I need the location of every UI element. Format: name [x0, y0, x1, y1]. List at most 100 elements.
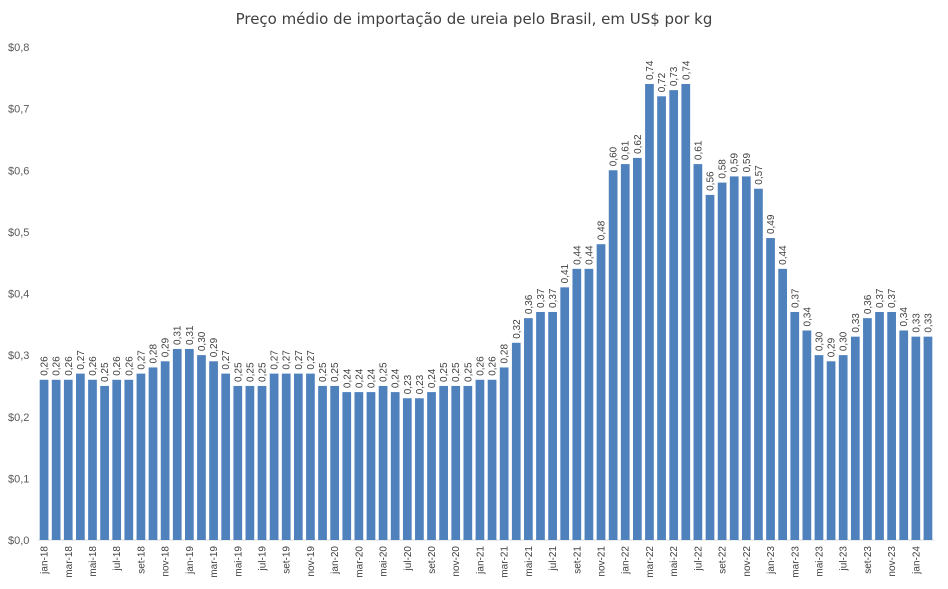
data-label: 0,36: [524, 294, 535, 314]
y-tick-label: $0,4: [8, 289, 29, 301]
x-tick-label: jan-23: [766, 546, 777, 575]
data-label: 0,37: [548, 288, 559, 308]
chart-title: Preço médio de importação de ureia pelo …: [235, 10, 713, 28]
data-label: 0,25: [451, 362, 462, 382]
data-label: 0,26: [112, 356, 123, 376]
data-label: 0,29: [827, 337, 838, 357]
x-tick-label: jul-21: [548, 546, 559, 572]
bar-mai-21: [524, 318, 533, 540]
bar-jan-24: [911, 336, 921, 540]
data-label: 0,61: [693, 140, 704, 160]
data-label: 0,27: [270, 350, 281, 370]
bar-out-23: [875, 311, 884, 540]
data-label: 0,27: [76, 350, 87, 370]
data-label: 0,72: [657, 72, 668, 92]
x-tick-label: set-20: [427, 546, 438, 574]
bar-ago-18: [124, 379, 134, 540]
data-label: 0,26: [64, 356, 75, 376]
bar-fev-19: [197, 355, 206, 541]
data-label: 0,26: [88, 356, 99, 376]
bar-mai-19: [233, 385, 243, 540]
data-label: 0,28: [500, 344, 511, 364]
data-label: 0,58: [718, 159, 729, 179]
bar-ago-23: [850, 336, 860, 540]
x-tick-label: jul-23: [839, 546, 850, 572]
bar-dez-23: [899, 330, 909, 540]
x-tick-label: set-21: [572, 546, 583, 574]
bar-nov-22: [741, 176, 751, 540]
x-tick-label: set-23: [863, 546, 874, 574]
bar-set-18: [136, 373, 146, 540]
bar-abr-18: [76, 373, 85, 540]
x-tick-label: set-19: [282, 546, 293, 574]
bar-nov-20: [451, 385, 461, 540]
data-label: 0,27: [221, 350, 232, 370]
bar-mar-19: [209, 361, 218, 540]
bar-mar-22: [645, 83, 654, 540]
x-tick-label: jul-20: [403, 546, 414, 572]
data-label: 0,31: [173, 325, 184, 345]
bar-jan-21: [475, 379, 485, 540]
x-tick-label: jan-20: [330, 546, 341, 575]
data-label: 0,23: [415, 374, 426, 394]
data-label: 0,30: [814, 331, 825, 351]
data-label: 0,27: [306, 350, 317, 370]
bar-fev-21: [487, 379, 497, 540]
x-tick-label: jan-18: [40, 546, 51, 575]
data-label: 0,57: [754, 165, 765, 185]
bar-jul-21: [548, 311, 557, 540]
bar-jul-22: [693, 164, 703, 540]
bar-mai-18: [88, 379, 97, 540]
bar-set-20: [427, 392, 436, 540]
data-label: 0,34: [899, 307, 910, 327]
data-label: 0,29: [161, 337, 172, 357]
data-label: 0,26: [488, 356, 499, 376]
data-label: 0,25: [318, 362, 329, 382]
data-label: 0,25: [463, 362, 474, 382]
x-tick-label: jul-18: [112, 546, 123, 572]
bar-dez-18: [172, 348, 182, 540]
x-tick-label: jul-22: [693, 546, 704, 572]
data-label: 0,34: [802, 307, 813, 327]
bar-jun-19: [245, 385, 255, 540]
data-label: 0,25: [245, 362, 256, 382]
bar-jun-20: [390, 392, 400, 540]
data-label: 0,33: [923, 313, 934, 333]
data-label: 0,24: [342, 368, 353, 388]
x-tick-label: mai-20: [379, 546, 390, 577]
data-label: 0,33: [911, 313, 922, 333]
bar-dez-20: [463, 385, 473, 540]
data-label: 0,32: [512, 319, 523, 339]
bar-abr-19: [221, 373, 231, 540]
bar-fev-20: [342, 392, 352, 540]
data-label: 0,60: [609, 146, 620, 166]
bar-jul-19: [257, 385, 267, 540]
bar-dez-22: [754, 188, 763, 541]
bar-out-18: [148, 367, 158, 540]
data-label: 0,49: [766, 214, 777, 234]
data-label: 0,56: [706, 171, 717, 191]
bar-out-19: [293, 373, 303, 540]
bar-ago-20: [415, 398, 424, 540]
bar-nov-18: [160, 361, 170, 540]
x-tick-label: nov-21: [597, 546, 608, 577]
bar-dez-19: [318, 385, 327, 540]
y-tick-label: $0,5: [8, 227, 29, 239]
data-label: 0,27: [294, 350, 305, 370]
bar-jun-23: [826, 361, 836, 540]
data-label: 0,25: [233, 362, 244, 382]
data-label: 0,24: [427, 368, 438, 388]
bar-set-19: [281, 373, 291, 540]
bar-abr-23: [802, 330, 812, 540]
bar-fev-23: [778, 268, 788, 540]
data-label: 0,24: [354, 368, 365, 388]
y-tick-label: $0,3: [8, 350, 29, 362]
bar-mai-23: [814, 355, 824, 541]
bar-ago-21: [560, 287, 570, 540]
x-tick-label: mar-22: [645, 546, 656, 578]
data-label: 0,44: [584, 245, 595, 265]
data-label: 0,61: [621, 140, 632, 160]
x-tick-label: nov-19: [306, 546, 317, 577]
x-tick-label: mar-18: [64, 546, 75, 578]
